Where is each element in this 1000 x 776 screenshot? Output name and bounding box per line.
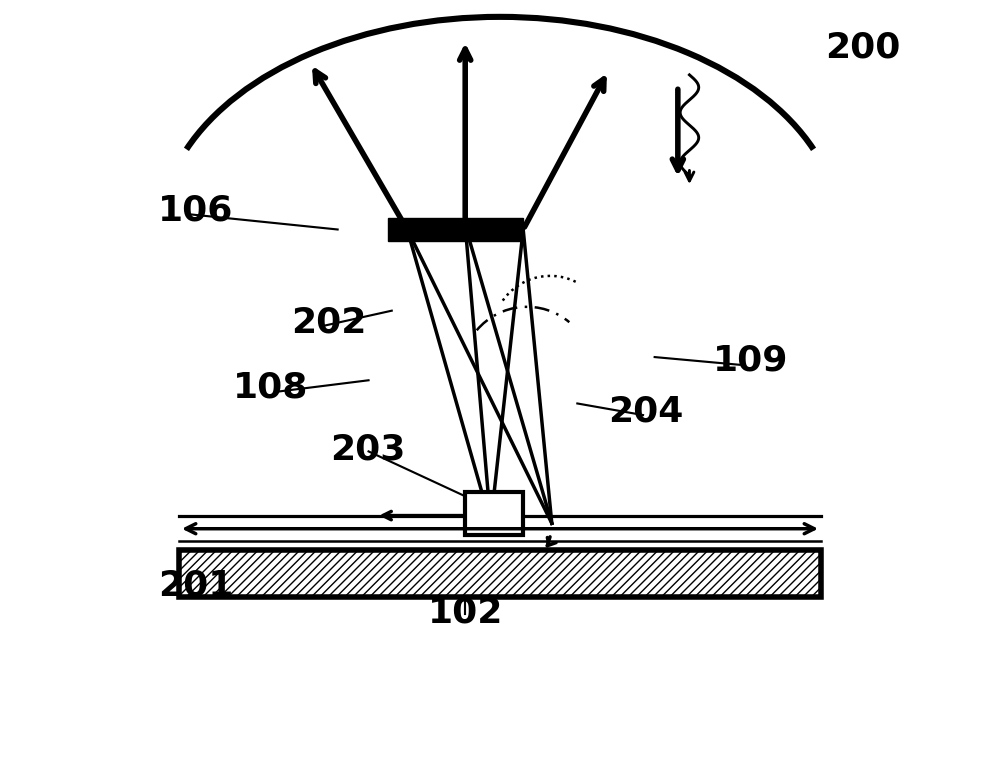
Bar xyxy=(388,218,523,241)
Bar xyxy=(465,493,523,535)
Text: 108: 108 xyxy=(233,371,309,405)
Text: 102: 102 xyxy=(428,595,503,629)
Text: 109: 109 xyxy=(713,344,788,378)
Text: 201: 201 xyxy=(158,568,234,602)
Text: 203: 203 xyxy=(330,433,405,467)
Text: 202: 202 xyxy=(291,305,367,339)
Text: 200: 200 xyxy=(825,31,900,64)
Bar xyxy=(179,550,821,597)
Text: 106: 106 xyxy=(158,193,234,227)
Text: 204: 204 xyxy=(608,394,684,428)
